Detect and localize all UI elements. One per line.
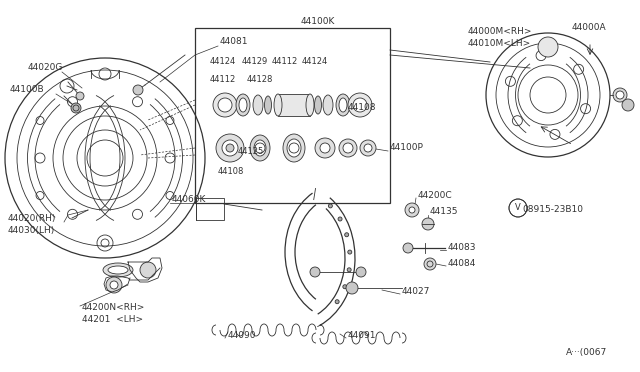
Text: 08915-23B10: 08915-23B10 [522, 205, 583, 215]
Text: 44084: 44084 [448, 260, 476, 269]
Circle shape [226, 144, 234, 152]
Text: 44020(RH): 44020(RH) [8, 214, 56, 222]
Ellipse shape [287, 139, 301, 157]
Ellipse shape [339, 98, 347, 112]
Circle shape [616, 91, 624, 99]
Circle shape [353, 98, 367, 112]
Circle shape [346, 282, 358, 294]
Circle shape [613, 88, 627, 102]
Text: 44010M<LH>: 44010M<LH> [468, 39, 531, 48]
Circle shape [622, 99, 634, 111]
Text: 44060K: 44060K [172, 196, 206, 205]
Circle shape [424, 258, 436, 270]
Circle shape [71, 103, 81, 113]
Text: 44083: 44083 [448, 244, 477, 253]
Text: 44000M<RH>: 44000M<RH> [468, 28, 532, 36]
Circle shape [343, 143, 353, 153]
Circle shape [538, 37, 558, 57]
Text: 44124: 44124 [302, 58, 328, 67]
Circle shape [364, 144, 372, 152]
Circle shape [310, 267, 320, 277]
Ellipse shape [264, 96, 271, 114]
Text: 44081: 44081 [220, 38, 248, 46]
Text: 44135: 44135 [430, 208, 458, 217]
Circle shape [405, 203, 419, 217]
Text: 44100K: 44100K [301, 17, 335, 26]
Text: 44129: 44129 [242, 58, 268, 67]
Circle shape [140, 262, 156, 278]
Circle shape [320, 143, 330, 153]
Text: 44201  <LH>: 44201 <LH> [82, 315, 143, 324]
Text: 44108: 44108 [348, 103, 376, 112]
Text: 44200C: 44200C [418, 192, 452, 201]
Ellipse shape [274, 94, 282, 116]
Text: 44100B: 44100B [10, 86, 45, 94]
Circle shape [213, 93, 237, 117]
Ellipse shape [239, 98, 247, 112]
Bar [196, 198, 224, 220]
Circle shape [106, 277, 122, 293]
Circle shape [360, 140, 376, 156]
Text: 44000A: 44000A [572, 23, 607, 32]
Circle shape [345, 233, 349, 237]
Ellipse shape [108, 266, 128, 274]
Text: 44027: 44027 [402, 288, 430, 296]
Text: 44091: 44091 [348, 330, 376, 340]
Circle shape [218, 98, 232, 112]
Circle shape [347, 268, 351, 272]
Text: V: V [515, 203, 521, 212]
Circle shape [315, 138, 335, 158]
Circle shape [222, 140, 238, 156]
Ellipse shape [283, 134, 305, 162]
Circle shape [422, 218, 434, 230]
Circle shape [348, 250, 352, 254]
Ellipse shape [306, 94, 314, 116]
Ellipse shape [253, 95, 263, 115]
Text: 44124: 44124 [210, 58, 236, 67]
Ellipse shape [336, 94, 350, 116]
Circle shape [356, 267, 366, 277]
Circle shape [348, 93, 372, 117]
Circle shape [409, 207, 415, 213]
Circle shape [133, 85, 143, 95]
Circle shape [335, 300, 339, 304]
Text: 44112: 44112 [210, 76, 236, 84]
Text: 44100P: 44100P [390, 144, 424, 153]
Text: 44125: 44125 [238, 148, 264, 157]
Bar [278, 94, 310, 116]
Circle shape [216, 134, 244, 162]
Text: 44128: 44128 [247, 76, 273, 84]
Text: 44200N<RH>: 44200N<RH> [82, 304, 145, 312]
Ellipse shape [254, 140, 266, 156]
Text: 44112: 44112 [272, 58, 298, 67]
Circle shape [403, 243, 413, 253]
Text: 44020G: 44020G [28, 64, 63, 73]
Ellipse shape [236, 94, 250, 116]
Circle shape [110, 281, 118, 289]
Bar [195, 28, 390, 203]
Circle shape [339, 139, 357, 157]
Ellipse shape [323, 95, 333, 115]
Ellipse shape [250, 135, 270, 161]
Circle shape [76, 92, 84, 100]
Circle shape [328, 204, 332, 208]
Text: 44108: 44108 [218, 167, 244, 176]
Text: 44030(LH): 44030(LH) [8, 225, 55, 234]
Circle shape [343, 285, 347, 289]
Ellipse shape [103, 263, 133, 277]
Text: A···(0067: A···(0067 [566, 347, 607, 356]
Circle shape [338, 217, 342, 221]
Text: 44090: 44090 [228, 330, 257, 340]
Ellipse shape [314, 96, 321, 114]
